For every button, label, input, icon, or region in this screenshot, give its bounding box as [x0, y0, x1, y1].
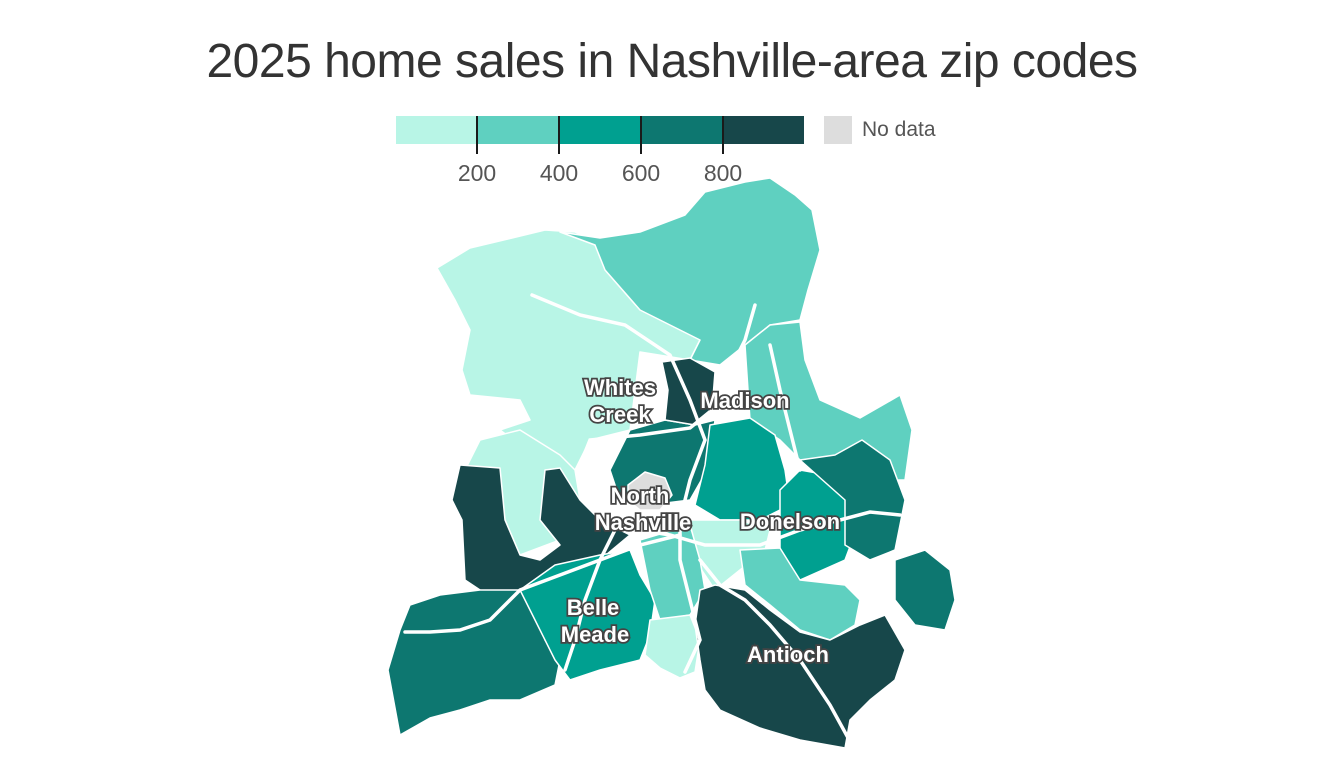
legend-swatch-bin-1 — [396, 116, 477, 144]
map-title: 2025 home sales in Nashville-area zip co… — [206, 35, 1138, 88]
legend-swatch-bin-3 — [559, 116, 641, 144]
legend-tick — [722, 116, 724, 154]
legend-tick-label: 200 — [457, 160, 497, 186]
map-legend: 200 400 600 800 No data — [396, 116, 956, 186]
place-label-antioch: Antioch — [747, 642, 829, 667]
highway — [768, 343, 802, 472]
legend-swatch-bin-2 — [477, 116, 559, 144]
zip-region — [644, 614, 701, 679]
place-label-whites-creek: Whites Creek — [584, 375, 656, 427]
place-label-belle-meade: Belle Meade — [561, 595, 629, 647]
zip-region — [694, 584, 906, 749]
zip-region — [694, 417, 791, 521]
legend-tick-label: 600 — [621, 160, 661, 186]
legend-tick — [476, 116, 478, 154]
zip-region-nodata — [627, 471, 673, 511]
legend-nodata-label: No data — [862, 118, 936, 141]
highway — [576, 303, 902, 547]
highway — [403, 533, 682, 634]
legend-tick — [558, 116, 560, 154]
legend-tick — [640, 116, 642, 154]
zip-region — [744, 321, 913, 481]
legend-tick-label: 400 — [539, 160, 579, 186]
place-label-donelson: Donelson — [740, 509, 840, 534]
zip-region — [739, 547, 861, 641]
zip-region — [451, 464, 631, 606]
zip-region — [894, 549, 956, 631]
legend-swatch-bin-4 — [641, 116, 723, 144]
legend-swatch-bin-5 — [723, 116, 804, 144]
zip-region — [559, 177, 821, 366]
highway — [563, 518, 622, 672]
zip-region — [799, 439, 906, 561]
place-label-north-nashville: North Nashville — [595, 483, 692, 535]
highway — [530, 293, 707, 674]
highways — [403, 293, 902, 747]
place-label-madison: Madison — [700, 388, 789, 413]
legend-nodata-swatch — [824, 116, 852, 144]
map-regions — [387, 177, 956, 749]
highway — [698, 558, 854, 747]
legend-tick-label: 800 — [703, 160, 743, 186]
place-labels: Whites Creek Madison North Nashville Donel… — [559, 373, 842, 669]
